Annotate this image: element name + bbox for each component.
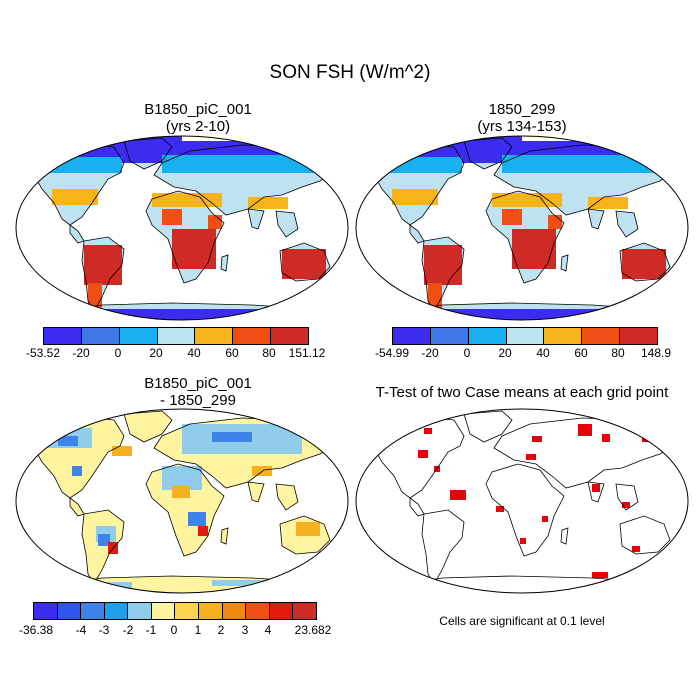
colorbar-swatch [199, 603, 223, 619]
colorbar-tick-label: -1 [145, 623, 157, 637]
colorbar-top-right [392, 327, 658, 345]
colorbar-tick-label: 148.9 [640, 346, 672, 360]
colorbar-tick-label: 20 [149, 346, 163, 360]
panel-title-line2: (yrs 2-10) [165, 118, 231, 135]
colorbar-tick-label: -2 [122, 623, 134, 637]
figure-title: SON FSH (W/m^2) [269, 62, 431, 83]
colorbar-swatch [104, 603, 129, 619]
colorbar-tick-label: 151.12 [288, 346, 326, 360]
panel-title-line1: 1850_299 [488, 101, 556, 118]
colorbar-tick-label: -20 [421, 346, 439, 360]
colorbar-tick-label: 23.682 [294, 623, 332, 637]
colorbar-tick-label: -54.99 [374, 346, 410, 360]
colorbar-bottom-left [33, 602, 317, 620]
colorbar-swatch [81, 328, 120, 344]
panel-title-line1: B1850_piC_001 [144, 375, 252, 392]
colorbar-top-left [43, 327, 309, 345]
map-bottom-right [355, 408, 689, 594]
colorbar-swatch [175, 603, 200, 619]
colorbar-swatch [544, 328, 583, 344]
colorbar-swatch [222, 603, 247, 619]
panel-title-top-right: 1850_299 (yrs 134-153) [352, 101, 692, 135]
colorbar-swatch [269, 603, 294, 619]
colorbar-swatch [393, 328, 431, 344]
panel-title-line1: B1850_piC_001 [144, 101, 252, 118]
colorbar-swatch [57, 603, 82, 619]
colorbar-swatch [44, 328, 82, 344]
colorbar-swatch [34, 603, 58, 619]
colorbar-tick-label: -4 [75, 623, 87, 637]
colorbar-tick-label: 60 [574, 346, 588, 360]
colorbar-swatch [157, 328, 196, 344]
colorbar-tick-label: -20 [72, 346, 90, 360]
colorbar-tick-label: 60 [225, 346, 239, 360]
map-top-right [355, 135, 689, 321]
colorbar-tick-label: 40 [187, 346, 201, 360]
colorbar-swatch [81, 603, 105, 619]
colorbar-tick-label: 20 [498, 346, 512, 360]
colorbar-tick-label: 1 [194, 623, 202, 637]
map-top-left [15, 135, 349, 321]
colorbar-tick-label: -36.38 [18, 623, 54, 637]
colorbar-tick-label: 0 [463, 346, 471, 360]
colorbar-tick-label: 3 [241, 623, 249, 637]
colorbar-swatch [293, 603, 316, 619]
colorbar-tick-label: 40 [536, 346, 550, 360]
colorbar-tick-label: 2 [217, 623, 225, 637]
colorbar-swatch [119, 328, 158, 344]
colorbar-swatch [620, 328, 658, 344]
panel-title-line2: - 1850_299 [160, 392, 236, 409]
colorbar-swatch [151, 603, 176, 619]
colorbar-swatch [233, 328, 272, 344]
colorbar-tick-label: 4 [264, 623, 272, 637]
colorbar-tick-label: 80 [262, 346, 276, 360]
panel-title-top-left: B1850_piC_001 (yrs 2-10) [28, 101, 368, 135]
colorbar-tick-label: 0 [114, 346, 122, 360]
colorbar-swatch [468, 328, 507, 344]
colorbar-swatch [271, 328, 309, 344]
colorbar-swatch [195, 328, 234, 344]
colorbar-swatch [506, 328, 545, 344]
panel-title-bottom-left: B1850_piC_001 - 1850_299 [28, 375, 368, 409]
significance-note: Cells are significant at 0.1 level [439, 614, 605, 628]
colorbar-tick-label: 0 [170, 623, 178, 637]
colorbar-swatch [430, 328, 469, 344]
panel-title-bottom-right: T-Test of two Case means at each grid po… [375, 384, 669, 401]
colorbar-swatch [246, 603, 270, 619]
colorbar-swatch [128, 603, 152, 619]
map-bottom-left [15, 408, 349, 594]
colorbar-swatch [582, 328, 621, 344]
colorbar-tick-label: -3 [98, 623, 110, 637]
colorbar-tick-label: 80 [611, 346, 625, 360]
colorbar-tick-label: -53.52 [25, 346, 61, 360]
panel-title-line2: (yrs 134-153) [477, 118, 567, 135]
